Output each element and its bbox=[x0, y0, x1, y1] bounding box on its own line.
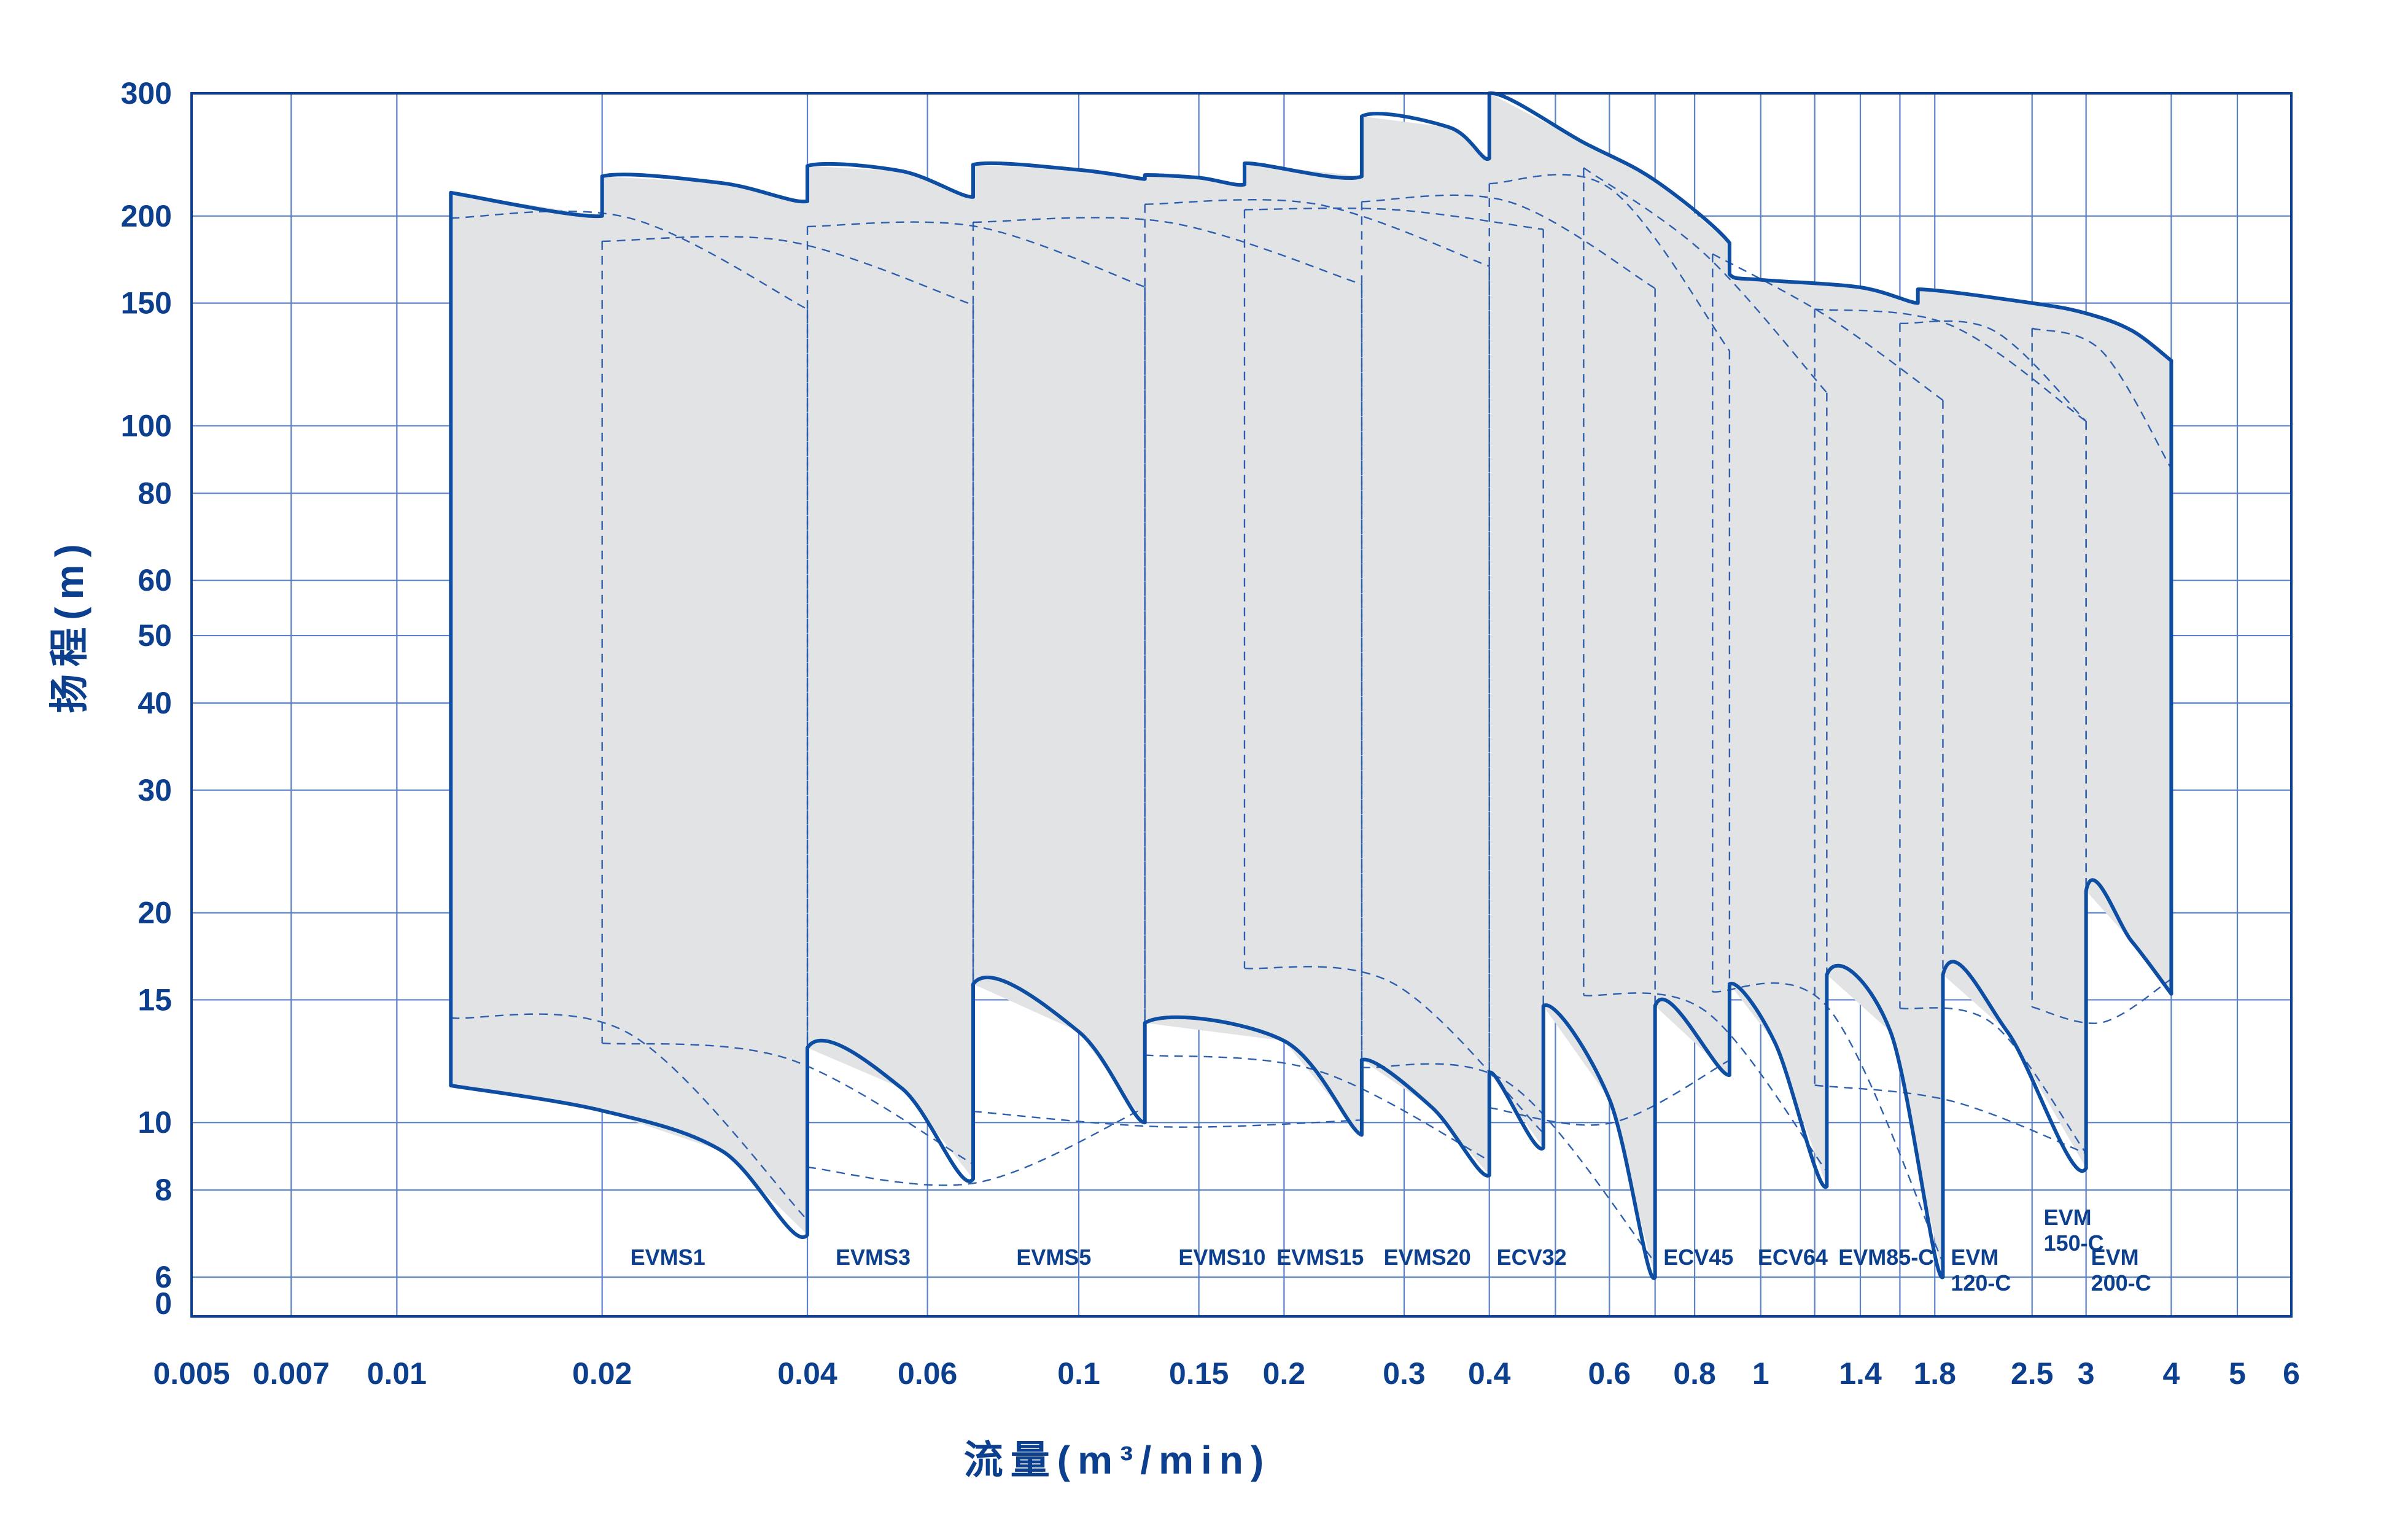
model-label: EVM85-C bbox=[1838, 1245, 1934, 1270]
plot-frame bbox=[190, 92, 2293, 1318]
y-tick-label: 300 bbox=[121, 76, 172, 111]
model-max-head-curve bbox=[1489, 174, 1730, 352]
x-tick-label: 0.3 bbox=[1383, 1356, 1426, 1391]
x-tick-label: 0.8 bbox=[1673, 1356, 1716, 1391]
x-tick-label: 3 bbox=[2078, 1356, 2095, 1391]
y-tick-label: 80 bbox=[138, 476, 172, 510]
y-tick-label: 40 bbox=[138, 686, 172, 720]
x-tick-label: 4 bbox=[2163, 1356, 2180, 1391]
model-min-head-curve bbox=[1712, 982, 1944, 1263]
x-tick-label: 5 bbox=[2229, 1356, 2246, 1391]
model-label: ECV64 bbox=[1758, 1245, 1828, 1270]
model-max-head-curve bbox=[1814, 308, 2087, 422]
model-label: ECV45 bbox=[1663, 1245, 1733, 1270]
x-tick-label: 0.6 bbox=[1588, 1356, 1631, 1391]
y-tick-label: 15 bbox=[138, 982, 172, 1017]
y-tick-label: 50 bbox=[138, 618, 172, 653]
model-label-line2: 150-C bbox=[2044, 1230, 2104, 1256]
y-axis-title: 扬程(m) bbox=[47, 537, 91, 713]
model-min-head-curve bbox=[451, 1013, 808, 1221]
model-label: EVMS1 bbox=[631, 1245, 705, 1270]
model-label: EVMS10 bbox=[1178, 1245, 1265, 1270]
model-label: EVMS20 bbox=[1384, 1245, 1471, 1270]
model-max-head-curve bbox=[602, 236, 974, 306]
y-tick-label: 150 bbox=[121, 286, 172, 321]
model-label: ECV32 bbox=[1497, 1245, 1567, 1270]
x-tick-label: 0.06 bbox=[898, 1356, 957, 1391]
envelope-bottom-curve bbox=[449, 878, 2173, 1280]
y-tick-label: 20 bbox=[138, 896, 172, 930]
x-tick-labels: 0.005 0.007 0.01 0.02 0.04 0.06 0.1 0.15 0.2 0.3 0… bbox=[153, 1356, 2299, 1391]
y-tick-label: 10 bbox=[138, 1105, 172, 1140]
model-min-head-curve bbox=[1361, 1063, 1656, 1263]
model-min-head-curve bbox=[1583, 992, 1828, 1172]
model-max-head-curve bbox=[1583, 167, 1828, 394]
y-tick-label: 6 bbox=[155, 1260, 172, 1294]
model-labels: EVMS1 EVMS3 EVMS5 EVMS10 EVMS15 EVMS20 ECV32 EC… bbox=[631, 1205, 2151, 1296]
model-label-line2: 200-C bbox=[2091, 1270, 2151, 1296]
model-max-head-curve bbox=[2032, 327, 2172, 469]
y-tick-labels: 06 8 10 15 20 30 40 50 60 80 100 150 200 300 bbox=[121, 76, 172, 1321]
x-tick-label: 0.15 bbox=[1169, 1356, 1229, 1391]
model-max-head-curve bbox=[1900, 320, 2087, 422]
model-label: EVM bbox=[2044, 1205, 2092, 1230]
x-tick-label: 0.005 bbox=[153, 1356, 230, 1391]
x-tick-label: 6 bbox=[2283, 1356, 2300, 1391]
model-min-head-curve bbox=[602, 1042, 974, 1165]
x-tick-label: 0.4 bbox=[1468, 1356, 1511, 1391]
model-label: EVM bbox=[1951, 1245, 1998, 1270]
model-min-head-curve bbox=[807, 1107, 1146, 1186]
x-tick-label: 0.2 bbox=[1263, 1356, 1306, 1391]
model-max-head-curve bbox=[1244, 207, 1544, 230]
x-tick-label: 1.8 bbox=[1913, 1356, 1956, 1391]
y-tick-label: 200 bbox=[121, 199, 172, 233]
y-tick-label: 100 bbox=[121, 408, 172, 443]
model-label: EVMS5 bbox=[1016, 1245, 1091, 1270]
y-tick-label: 0 bbox=[155, 1286, 172, 1321]
x-tick-label: 1 bbox=[1752, 1356, 1769, 1391]
y-tick-label: 60 bbox=[138, 563, 172, 597]
x-tick-label: 2.5 bbox=[2011, 1356, 2054, 1391]
model-max-head-curve bbox=[1712, 253, 1944, 401]
y-tick-label: 8 bbox=[155, 1173, 172, 1207]
x-tick-label: 0.01 bbox=[367, 1356, 427, 1391]
envelope-area bbox=[451, 93, 2172, 1277]
model-label: EVMS3 bbox=[836, 1245, 911, 1270]
x-tick-label: 0.02 bbox=[572, 1356, 632, 1391]
model-label: EVMS15 bbox=[1276, 1245, 1364, 1270]
model-min-head-curve bbox=[973, 1110, 1362, 1128]
x-tick-label: 0.1 bbox=[1057, 1356, 1100, 1391]
model-label: EVM bbox=[2091, 1245, 2139, 1270]
model-min-head-curve bbox=[1244, 966, 1544, 1134]
x-tick-label: 0.04 bbox=[777, 1356, 837, 1391]
model-min-head-curve bbox=[1814, 1084, 2087, 1154]
x-tick-label: 0.007 bbox=[253, 1356, 330, 1391]
model-min-head-curve bbox=[2032, 978, 2172, 1024]
model-max-head-curve bbox=[1144, 199, 1490, 267]
x-axis-title: 流量(m³/min) bbox=[964, 1438, 1271, 1482]
model-label-line2: 120-C bbox=[1951, 1270, 2011, 1296]
x-tick-label: 1.4 bbox=[1839, 1356, 1882, 1391]
envelope-top-curve bbox=[449, 91, 2173, 363]
model-max-head-curve bbox=[1361, 194, 1656, 289]
model-max-head-curve bbox=[807, 221, 1146, 288]
envelope-outline bbox=[449, 91, 2173, 1280]
performance-envelope bbox=[451, 93, 2172, 1277]
y-tick-label: 30 bbox=[138, 773, 172, 807]
model-min-head-curve bbox=[1900, 1007, 2087, 1154]
model-max-head-curve bbox=[973, 217, 1362, 286]
model-max-head-curve bbox=[451, 210, 808, 310]
